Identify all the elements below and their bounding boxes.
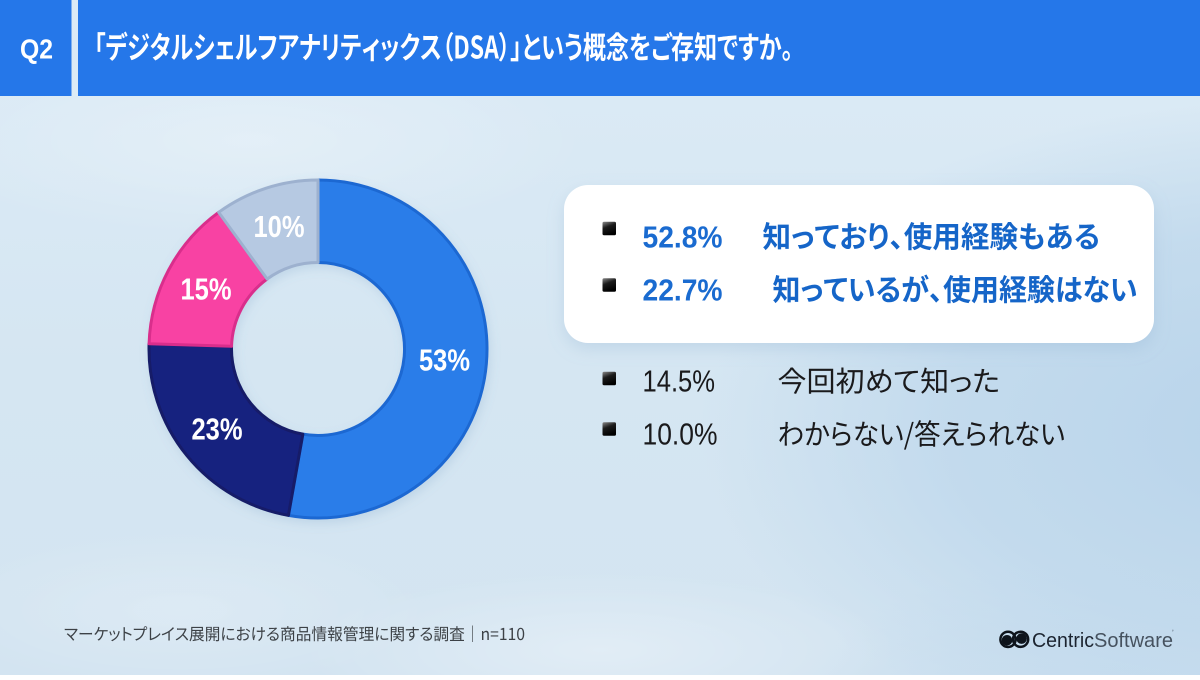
svg-text:23%: 23%: [192, 412, 243, 447]
svg-text:53%: 53%: [419, 343, 470, 378]
svg-text:ʼ: ʼ: [1172, 629, 1174, 638]
svg-text:10%: 10%: [254, 209, 305, 244]
svg-text:Q2: Q2: [20, 34, 53, 65]
svg-text:52.8%: 52.8%: [643, 220, 723, 255]
svg-text:Software: Software: [1094, 629, 1173, 652]
svg-text:22.7%: 22.7%: [643, 273, 723, 308]
svg-text:14.5%: 14.5%: [643, 364, 716, 399]
svg-text:10.0%: 10.0%: [643, 417, 718, 452]
svg-text:Centric: Centric: [1032, 629, 1094, 652]
svg-text:15%: 15%: [181, 272, 232, 307]
